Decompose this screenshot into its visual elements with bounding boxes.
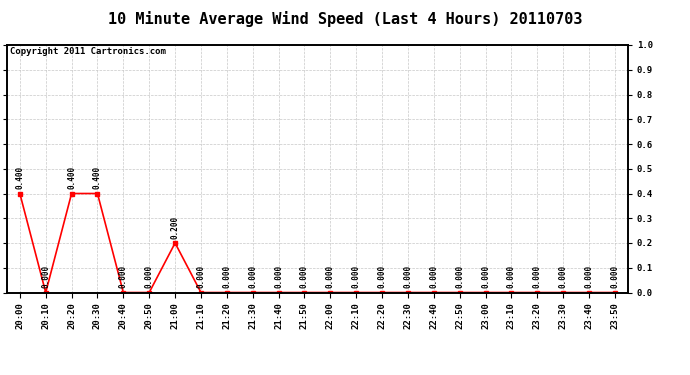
Text: 0.000: 0.000 <box>197 265 206 288</box>
Text: 0.000: 0.000 <box>507 265 516 288</box>
Text: 0.200: 0.200 <box>170 216 179 239</box>
Text: 0.000: 0.000 <box>119 265 128 288</box>
Text: 0.400: 0.400 <box>15 166 24 189</box>
Text: 0.000: 0.000 <box>352 265 361 288</box>
Text: 0.000: 0.000 <box>429 265 438 288</box>
Text: 0.400: 0.400 <box>93 166 102 189</box>
Text: 0.000: 0.000 <box>404 265 413 288</box>
Text: 0.000: 0.000 <box>584 265 593 288</box>
Text: 0.000: 0.000 <box>222 265 231 288</box>
Text: 0.000: 0.000 <box>455 265 464 288</box>
Text: 0.000: 0.000 <box>481 265 490 288</box>
Text: 0.000: 0.000 <box>145 265 154 288</box>
Text: 0.000: 0.000 <box>377 265 386 288</box>
Text: 0.000: 0.000 <box>533 265 542 288</box>
Text: Copyright 2011 Cartronics.com: Copyright 2011 Cartronics.com <box>10 48 166 57</box>
Text: 0.000: 0.000 <box>326 265 335 288</box>
Text: 0.000: 0.000 <box>300 265 309 288</box>
Text: 0.000: 0.000 <box>611 265 620 288</box>
Text: 0.000: 0.000 <box>41 265 50 288</box>
Text: 0.000: 0.000 <box>559 265 568 288</box>
Text: 0.400: 0.400 <box>67 166 76 189</box>
Text: 0.000: 0.000 <box>248 265 257 288</box>
Text: 10 Minute Average Wind Speed (Last 4 Hours) 20110703: 10 Minute Average Wind Speed (Last 4 Hou… <box>108 11 582 27</box>
Text: 0.000: 0.000 <box>274 265 283 288</box>
